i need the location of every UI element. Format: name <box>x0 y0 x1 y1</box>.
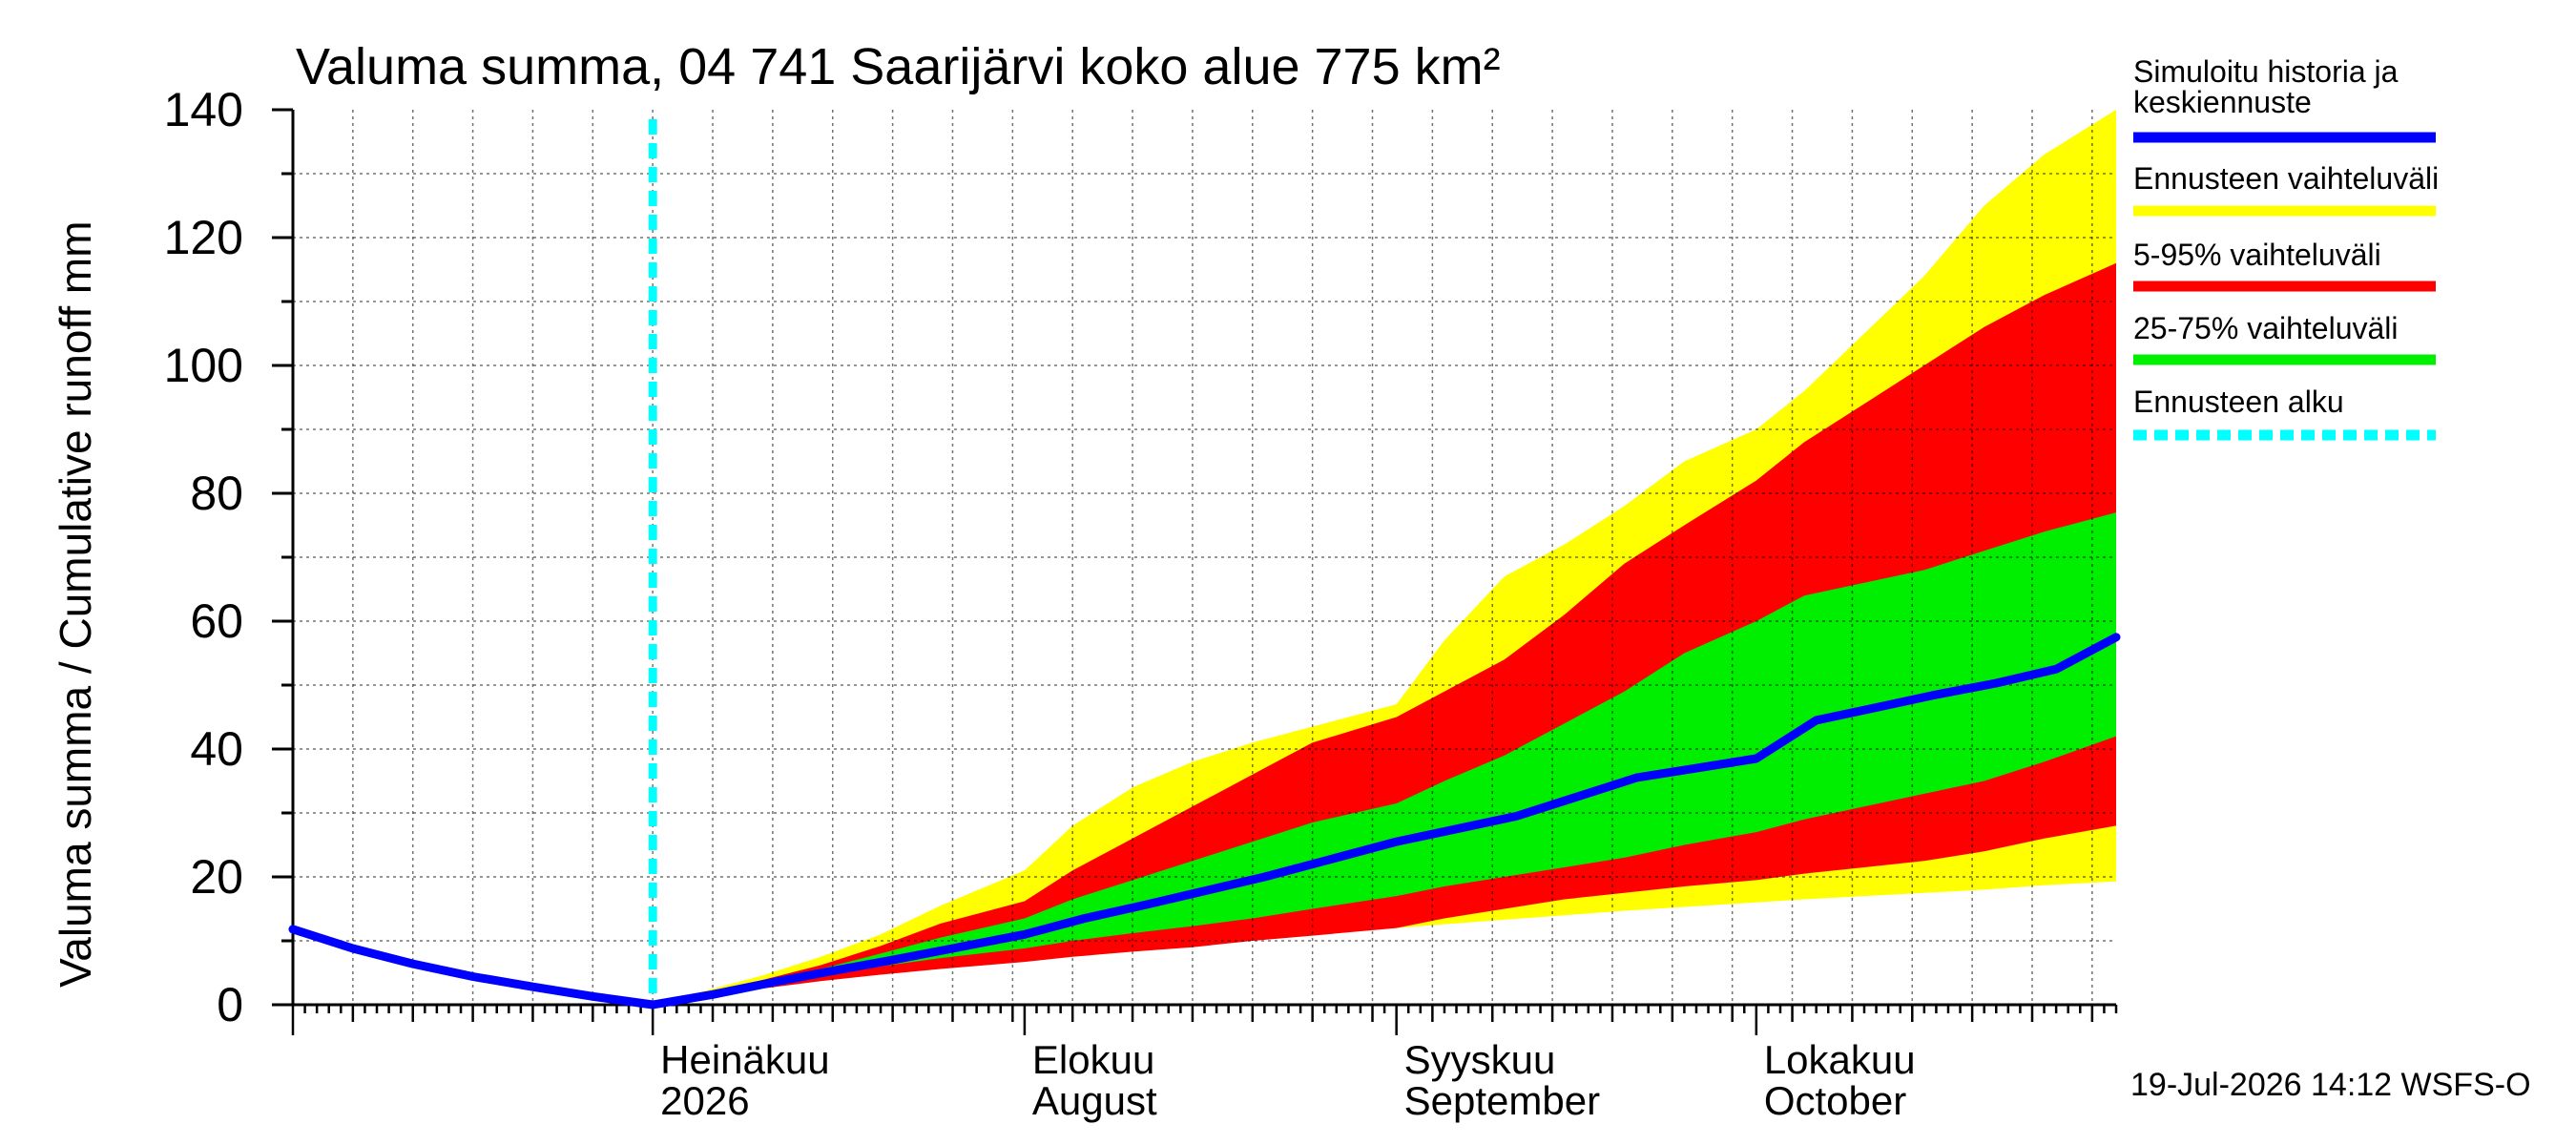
x-month-label: Elokuu <box>1032 1037 1154 1082</box>
y-tick-label: 60 <box>190 594 243 648</box>
band-25-75 <box>653 512 2117 1005</box>
legend-label: Simuloitu historia ja <box>2133 54 2399 89</box>
y-tick-label: 20 <box>190 850 243 904</box>
x-month-label: Lokakuu <box>1764 1037 1916 1082</box>
x-month-label: Heinäkuu <box>660 1037 829 1082</box>
legend-label: 5-95% vaihteluväli <box>2133 238 2381 272</box>
grid <box>293 110 2116 1005</box>
x-month-sublabel: 2026 <box>660 1078 749 1123</box>
y-tick-label: 80 <box>190 467 243 520</box>
x-month-label: Syyskuu <box>1404 1037 1556 1082</box>
y-tick-label: 140 <box>164 83 243 136</box>
x-month-sublabel: August <box>1032 1078 1157 1123</box>
y-tick-label: 0 <box>217 978 243 1031</box>
legend-label: keskiennuste <box>2133 85 2312 119</box>
chart-title: Valuma summa, 04 741 Saarijärvi koko alu… <box>296 38 1501 95</box>
x-month-sublabel: October <box>1764 1078 1906 1123</box>
y-axis-label: Valuma summa / Cumulative runoff mm <box>51 220 100 988</box>
forecast-bands <box>653 110 2117 1005</box>
x-month-sublabel: September <box>1404 1078 1600 1123</box>
legend-label: Ennusteen vaihteluväli <box>2133 161 2439 196</box>
legend-label: 25-75% vaihteluväli <box>2133 311 2399 345</box>
y-tick-label: 100 <box>164 339 243 392</box>
simulated-mean-line <box>288 633 2121 1010</box>
legend-label: Ennusteen alku <box>2133 385 2344 419</box>
footer-timestamp: 19-Jul-2026 14:12 WSFS-O <box>2130 1067 2531 1103</box>
y-axis: 0 20 40 60 80 100 120 140 <box>164 83 293 1031</box>
y-tick-label: 120 <box>164 211 243 264</box>
y-tick-label: 40 <box>190 722 243 776</box>
